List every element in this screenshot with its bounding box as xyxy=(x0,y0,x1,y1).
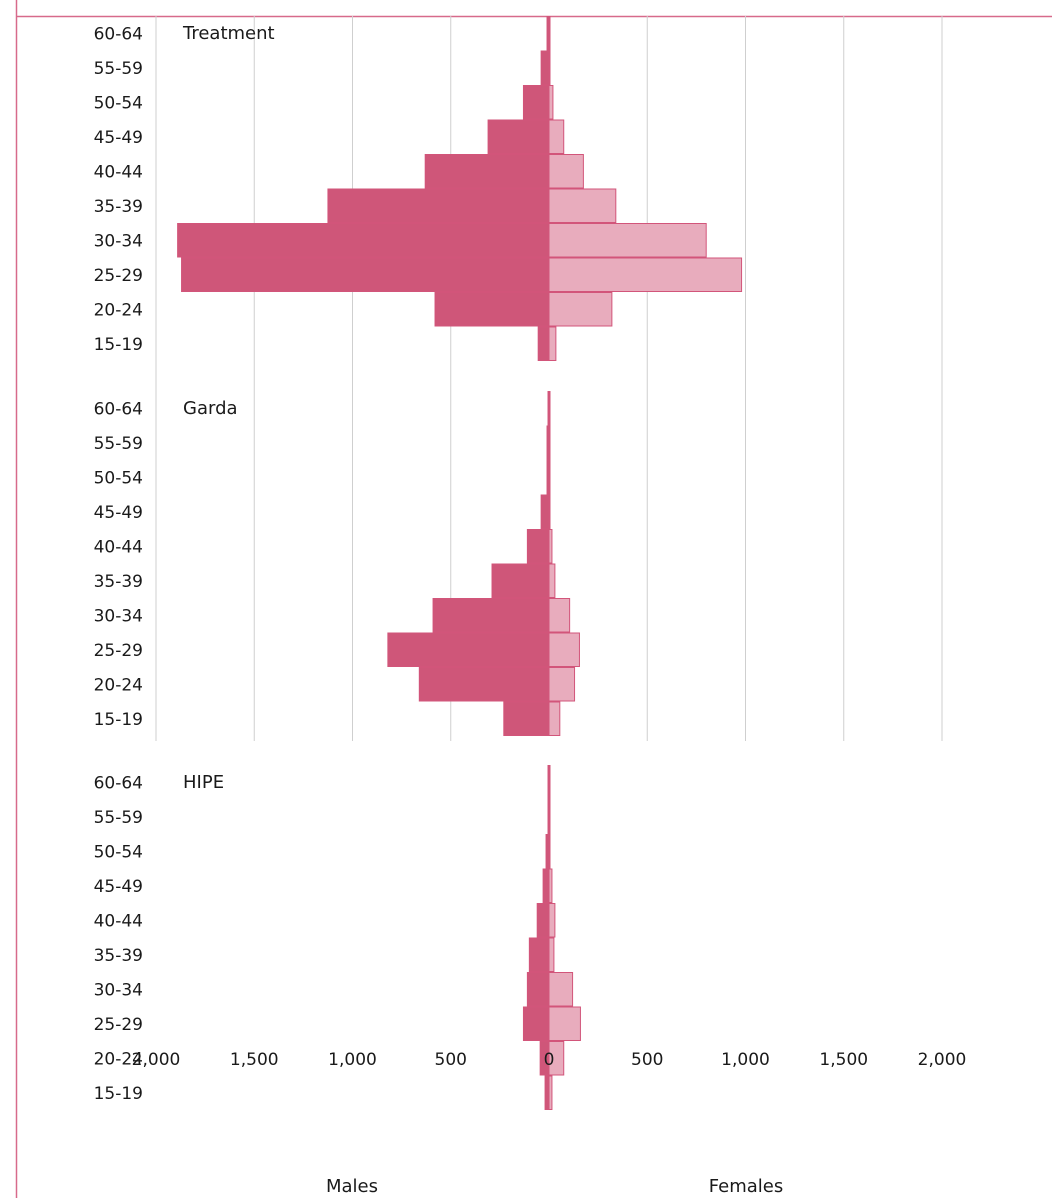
category-label-garda-15-19: 15-19 xyxy=(94,710,143,730)
bar-female-hipe-50-54 xyxy=(548,834,551,869)
category-label-hipe-25-29: 25-29 xyxy=(94,1015,143,1035)
category-label-hipe-35-39: 35-39 xyxy=(94,946,143,966)
x-tick-label-1: 1,500 xyxy=(230,1050,279,1070)
bar-male-treatment-35-39 xyxy=(327,188,550,223)
bar-female-hipe-55-59 xyxy=(548,799,551,834)
category-label-treatment-25-29: 25-29 xyxy=(94,266,143,286)
panel-label-hipe: HIPE xyxy=(183,772,224,793)
category-label-hipe-30-34: 30-34 xyxy=(94,980,143,1000)
category-label-hipe-55-59: 55-59 xyxy=(94,808,143,828)
bar-female-hipe-35-39 xyxy=(548,937,555,972)
bar-male-garda-35-39 xyxy=(491,563,550,598)
category-label-hipe-45-49: 45-49 xyxy=(94,877,143,897)
bar-female-garda-40-44 xyxy=(548,529,553,564)
bar-female-treatment-55-59 xyxy=(548,50,551,85)
bar-male-garda-45-49 xyxy=(540,494,550,529)
bar-female-garda-55-59 xyxy=(548,425,551,460)
bar-female-treatment-35-39 xyxy=(548,188,617,223)
bar-female-garda-45-49 xyxy=(548,494,551,529)
category-label-garda-55-59: 55-59 xyxy=(94,434,143,454)
bar-female-treatment-45-49 xyxy=(548,119,565,154)
category-label-garda-25-29: 25-29 xyxy=(94,641,143,661)
bar-female-garda-60-64 xyxy=(548,391,551,426)
bar-female-treatment-15-19 xyxy=(548,326,557,361)
bar-male-treatment-55-59 xyxy=(540,50,550,85)
category-label-treatment-55-59: 55-59 xyxy=(94,59,143,79)
bar-female-treatment-30-34 xyxy=(548,223,707,258)
category-label-treatment-40-44: 40-44 xyxy=(94,162,143,182)
category-label-garda-50-54: 50-54 xyxy=(94,468,143,488)
x-tick-label-6: 1,000 xyxy=(721,1050,770,1070)
bar-male-treatment-40-44 xyxy=(424,154,550,189)
panel-label-treatment: Treatment xyxy=(182,23,275,44)
bar-female-garda-25-29 xyxy=(548,632,580,667)
category-label-treatment-30-34: 30-34 xyxy=(94,231,143,251)
bar-male-treatment-15-19 xyxy=(537,326,550,361)
x-tick-label-3: 500 xyxy=(435,1050,467,1070)
category-label-garda-40-44: 40-44 xyxy=(94,537,143,557)
females-axis-label: Females xyxy=(709,1176,783,1197)
category-label-treatment-20-24: 20-24 xyxy=(94,300,143,320)
bar-male-treatment-45-49 xyxy=(487,119,550,154)
category-label-garda-60-64: 60-64 xyxy=(94,399,143,419)
bar-male-hipe-40-44 xyxy=(536,903,550,938)
bar-female-garda-15-19 xyxy=(548,701,561,736)
category-label-hipe-60-64: 60-64 xyxy=(94,773,143,793)
bar-female-hipe-30-34 xyxy=(548,972,574,1007)
category-label-hipe-20-24: 20-24 xyxy=(94,1049,143,1069)
category-label-hipe-40-44: 40-44 xyxy=(94,911,143,931)
x-tick-label-2: 1,000 xyxy=(328,1050,377,1070)
bar-female-garda-20-24 xyxy=(548,667,576,702)
bar-female-treatment-25-29 xyxy=(548,257,743,292)
x-tick-label-8: 2,000 xyxy=(918,1050,967,1070)
bar-male-treatment-50-54 xyxy=(522,85,550,120)
males-axis-label: Males xyxy=(326,1176,378,1197)
category-label-treatment-50-54: 50-54 xyxy=(94,93,143,113)
bar-female-hipe-25-29 xyxy=(548,1006,581,1041)
x-tick-label-0: 2,000 xyxy=(132,1050,181,1070)
category-label-garda-45-49: 45-49 xyxy=(94,503,143,523)
bar-female-hipe-60-64 xyxy=(548,765,551,800)
category-label-treatment-15-19: 15-19 xyxy=(94,335,143,355)
bar-female-garda-35-39 xyxy=(548,563,556,598)
category-label-garda-35-39: 35-39 xyxy=(94,572,143,592)
bar-female-treatment-40-44 xyxy=(548,154,584,189)
bar-female-hipe-15-19 xyxy=(548,1075,553,1110)
category-label-treatment-45-49: 45-49 xyxy=(94,128,143,148)
x-tick-label-5: 500 xyxy=(631,1050,663,1070)
bar-female-garda-50-54 xyxy=(548,460,551,495)
bar-male-hipe-35-39 xyxy=(528,937,550,972)
category-label-treatment-35-39: 35-39 xyxy=(94,197,143,217)
bar-male-hipe-45-49 xyxy=(542,868,550,903)
bar-male-treatment-20-24 xyxy=(434,292,550,327)
bar-male-garda-20-24 xyxy=(418,667,550,702)
bar-female-hipe-45-49 xyxy=(548,868,553,903)
bar-male-treatment-30-34 xyxy=(177,223,550,258)
bar-female-treatment-50-54 xyxy=(548,85,554,120)
bar-male-treatment-25-29 xyxy=(181,257,550,292)
bar-female-hipe-20-24 xyxy=(548,1041,565,1076)
category-label-hipe-50-54: 50-54 xyxy=(94,842,143,862)
bar-female-hipe-40-44 xyxy=(548,903,556,938)
category-label-hipe-15-19: 15-19 xyxy=(94,1084,143,1104)
bar-male-garda-30-34 xyxy=(432,598,550,633)
bar-female-treatment-20-24 xyxy=(548,292,613,327)
x-tick-label-7: 1,500 xyxy=(819,1050,868,1070)
bar-male-hipe-25-29 xyxy=(522,1006,550,1041)
category-label-treatment-60-64: 60-64 xyxy=(94,24,143,44)
bar-male-hipe-15-19 xyxy=(544,1075,550,1110)
category-label-garda-20-24: 20-24 xyxy=(94,675,143,695)
bar-female-treatment-60-64 xyxy=(548,16,551,51)
panel-label-garda: Garda xyxy=(183,398,238,419)
bar-male-garda-40-44 xyxy=(526,529,550,564)
bar-male-hipe-30-34 xyxy=(526,972,550,1007)
bar-male-garda-15-19 xyxy=(503,701,550,736)
bar-female-garda-30-34 xyxy=(548,598,571,633)
x-tick-label-4: 0 xyxy=(544,1050,555,1070)
category-label-garda-30-34: 30-34 xyxy=(94,606,143,626)
bar-male-garda-25-29 xyxy=(387,632,550,667)
